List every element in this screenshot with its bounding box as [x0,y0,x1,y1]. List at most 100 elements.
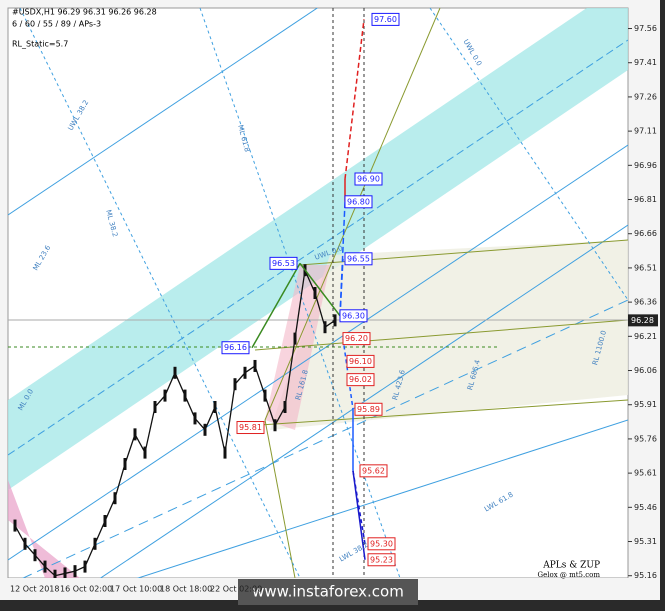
price-bar [213,401,217,413]
price-bar [23,537,27,550]
level-label: 96.20 [345,334,368,343]
level-label: 95.30 [370,539,393,548]
price-bar [33,549,37,562]
param-info: RL_Static=5.7 [12,40,68,49]
credit: Gelox @ mt5.com [538,571,601,579]
price-bar [243,366,247,379]
symbol-info: #USDX,H1 96.29 96.31 96.26 96.28 [12,8,157,17]
level-label: 96.30 [342,311,365,320]
fan-line [199,8,401,578]
channel-line [254,319,628,351]
level-box [346,373,375,387]
y-tick-label: 95.31 [634,537,657,546]
level-label: 96.90 [357,175,380,184]
x-tick-label: 17 Oct 10:00 [110,585,162,594]
x-tick-label: 22 Oct 02:00 [210,585,262,594]
watermark: www.instaforex.com [252,583,404,601]
pink-band [8,480,80,578]
price-bar [203,423,207,436]
x-tick-label: 16 Oct 02:00 [60,585,112,594]
y-tick-label: 95.46 [634,503,657,512]
forecast-line [251,262,301,349]
price-bar [83,560,87,573]
level-label: 95.81 [239,423,262,432]
fan-line [429,8,628,301]
price-bar [333,314,337,327]
level-box [236,421,265,435]
current-price-label: 96.28 [631,316,654,325]
forecast-line [299,262,341,317]
y-tick-label: 96.66 [634,229,657,238]
y-tick-label: 96.96 [634,161,657,170]
y-tick-label: 95.61 [634,469,657,478]
level-box [371,12,400,26]
level-box [269,256,298,270]
level-label: 96.55 [347,254,370,263]
channel-band [8,8,628,490]
price-bar [103,515,107,527]
price-bar [63,567,67,578]
y-tick-label: 96.21 [634,332,657,341]
y-tick-label: 95.91 [634,400,657,409]
price-bar [273,419,277,432]
fan-line [264,8,441,421]
level-box [359,464,388,478]
price-bar [53,569,57,578]
level-box [346,354,375,368]
level-label: 95.62 [362,466,385,475]
price-bar [283,401,287,413]
price-bar [163,389,167,402]
level-box [344,252,373,266]
price-bar [193,412,197,425]
indicator-info: 6 / 60 / 55 / 89 / APs-3 [12,20,101,29]
channel-line [259,399,628,426]
channel-line [22,299,628,578]
level-label: 95.89 [357,405,380,414]
y-tick-label: 96.81 [634,195,657,204]
watermark-box [238,579,418,605]
price-bar [263,389,267,402]
level-box [354,402,383,416]
x-tick-label: 12 Oct 2018 [10,585,59,594]
price-bar [123,458,127,470]
price-bar [133,428,137,441]
current-price-box [628,314,658,327]
level-label: 96.02 [349,375,372,384]
price-bar [323,321,327,334]
price-bar [313,287,317,299]
y-tick-label: 97.56 [634,24,657,33]
level-label: 96.53 [272,259,295,268]
price-bar [93,537,97,550]
price-bar [73,565,77,578]
forecast-line [352,470,366,544]
channel-line [8,39,628,456]
forecast-line [339,258,344,316]
price-bar [223,446,227,459]
x-tick-label: 18 Oct 18:00 [160,585,212,594]
price-bar [13,519,17,532]
price-bar [183,389,187,402]
channel-line [136,419,628,578]
channel-line [8,8,319,216]
level-box [367,537,396,551]
price-bar [143,446,147,459]
price-bar [43,560,47,573]
price-bar [293,332,297,345]
y-tick-label: 96.51 [634,263,657,272]
y-tick-label: 97.11 [634,127,657,136]
credit: APLs & ZUP [542,561,600,571]
price-bar [253,359,257,372]
y-tick-label: 95.76 [634,434,657,443]
price-bar [173,366,177,379]
fan-line [19,8,301,578]
price-bar [113,492,117,505]
level-box [367,553,396,567]
y-tick-label: 95.16 [634,571,657,580]
level-box [339,309,368,323]
level-label: 95.23 [370,555,393,564]
level-box [221,341,250,355]
level-label: 96.80 [347,197,370,206]
y-tick-label: 96.36 [634,298,657,307]
level-label: 96.10 [349,357,372,366]
